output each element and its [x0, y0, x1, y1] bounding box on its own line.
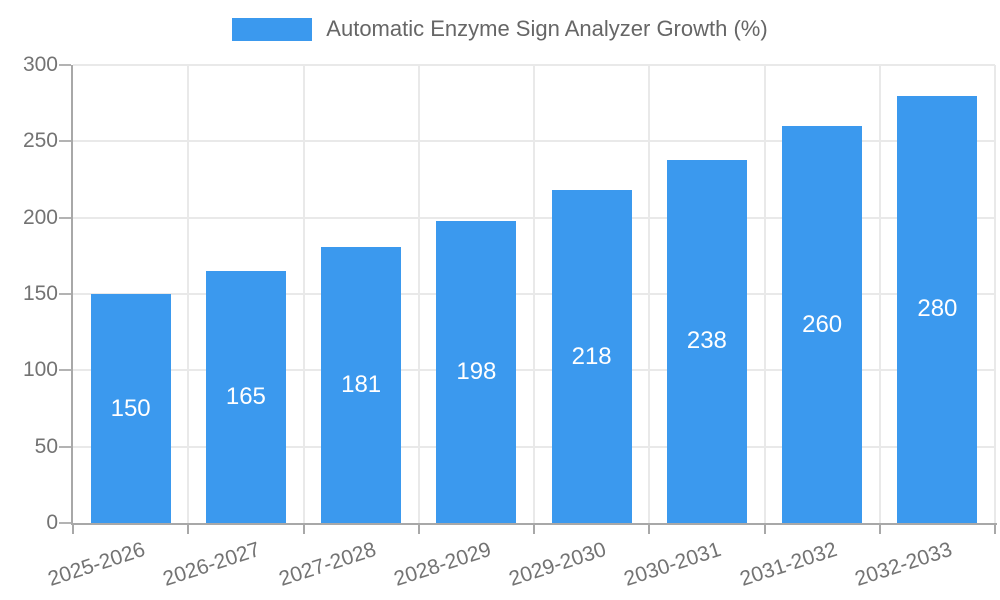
y-axis-tick	[59, 369, 71, 372]
x-axis-label: 2027-2028	[275, 537, 379, 591]
gridline-vertical	[994, 65, 996, 523]
x-axis-tick	[648, 525, 651, 534]
bar-value-label: 150	[110, 394, 151, 422]
y-axis-label: 200	[22, 205, 58, 229]
y-axis-tick	[59, 445, 71, 448]
y-axis-label: 100	[22, 358, 58, 382]
gridline-vertical	[878, 65, 881, 523]
x-axis-tick	[533, 525, 535, 534]
x-axis-label: 2025-2026	[45, 537, 149, 591]
x-axis-label: 2030-2031	[621, 537, 725, 591]
y-axis-tick	[59, 216, 71, 219]
y-axis-tick	[59, 64, 71, 66]
x-axis-label: 2029-2030	[506, 537, 610, 591]
bar[interactable]	[90, 294, 171, 523]
legend[interactable]: Automatic Enzyme Sign Analyzer Growth (%…	[0, 16, 1000, 42]
bar-value-label: 260	[802, 310, 843, 338]
gridline-vertical	[187, 65, 190, 523]
bar-value-label: 198	[456, 357, 497, 385]
bar[interactable]	[666, 159, 747, 523]
bar[interactable]	[321, 246, 402, 523]
y-axis-tick	[59, 140, 71, 143]
x-axis-label: 2028-2029	[391, 537, 494, 591]
bar-value-label: 165	[225, 383, 266, 411]
x-axis-line	[71, 523, 997, 525]
x-axis-label: 2026-2027	[160, 537, 264, 591]
legend-swatch	[232, 17, 313, 41]
y-axis-tick	[59, 293, 71, 295]
gridline-vertical	[648, 65, 651, 523]
bar-value-label: 238	[686, 327, 727, 355]
y-axis-line	[71, 65, 73, 525]
gridline-vertical	[302, 65, 305, 523]
x-axis-label: 2031-2032	[736, 537, 840, 591]
gridline-vertical	[763, 65, 766, 523]
bar[interactable]	[897, 95, 978, 523]
x-axis-tick	[187, 525, 190, 534]
y-axis-label: 250	[22, 129, 58, 153]
bar-value-label: 218	[571, 342, 612, 370]
y-axis-label: 150	[22, 282, 58, 305]
x-axis-tick	[417, 525, 420, 534]
bar[interactable]	[436, 220, 517, 523]
x-axis-tick	[994, 525, 996, 534]
bar[interactable]	[551, 190, 632, 523]
gridline-vertical	[533, 65, 535, 523]
bar-value-label: 181	[341, 370, 382, 398]
plot-area: 0 50 100 150 200 250 300 150 2025-2026 165 2026-20…	[23, 53, 997, 591]
y-axis-label: 0	[46, 511, 58, 534]
gridline-vertical	[417, 65, 420, 523]
x-axis-tick	[72, 525, 74, 534]
y-axis-label: 50	[34, 434, 58, 458]
bar-value-label: 280	[917, 295, 958, 323]
x-axis-label: 2032-2033	[852, 537, 955, 591]
x-axis-tick	[302, 525, 305, 534]
x-axis-tick	[763, 525, 766, 534]
bar[interactable]	[205, 271, 286, 523]
legend-label: Automatic Enzyme Sign Analyzer Growth (%…	[326, 16, 768, 41]
y-axis-tick	[59, 522, 71, 524]
x-axis-tick	[878, 525, 881, 534]
y-axis-label: 300	[22, 53, 58, 76]
bar[interactable]	[782, 126, 863, 523]
